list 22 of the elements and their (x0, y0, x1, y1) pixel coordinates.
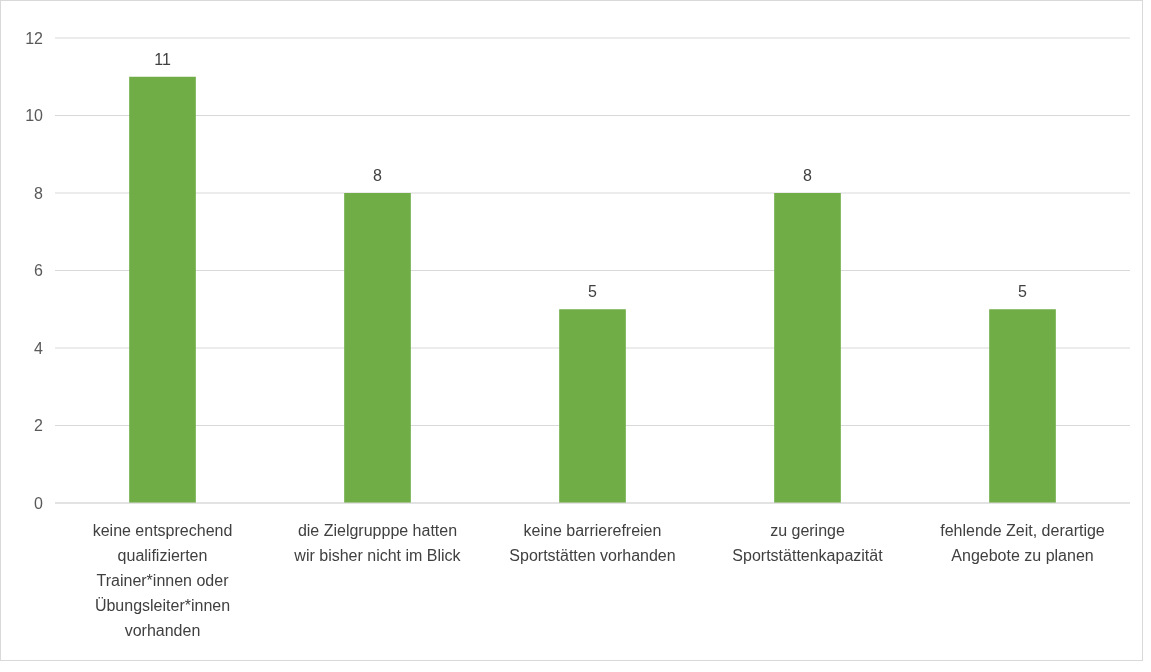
bar (559, 309, 626, 503)
y-tick-label: 2 (34, 417, 44, 435)
x-tick-label: zu geringe Sportstättenkapazität (732, 522, 884, 564)
y-tick-label: 4 (34, 339, 44, 357)
data-label: 8 (803, 167, 813, 184)
y-tick-label: 12 (25, 29, 44, 47)
y-tick-label: 10 (25, 107, 44, 125)
x-tick-label: die Zielgrupppe hatten wir bisher nicht im Blick (293, 522, 462, 564)
x-tick-label: keine barrierefreien Sportstätten vorhanden (509, 522, 676, 564)
data-label: 8 (373, 167, 383, 184)
y-tick-label: 6 (34, 262, 44, 280)
y-tick-label: 0 (34, 494, 44, 512)
bar (129, 76, 196, 503)
bar (774, 193, 841, 503)
bar (989, 309, 1056, 503)
x-tick-label: keine entsprechend qualifizierten Trainer*innen oder Übungsleiter*innen vorhanden (92, 522, 233, 639)
data-label: 11 (154, 50, 171, 68)
bar (344, 193, 411, 503)
y-tick-label: 8 (34, 184, 44, 202)
x-tick-label: fehlende Zeit, derartige Angebote zu planen (940, 522, 1105, 564)
data-label: 5 (588, 283, 598, 301)
data-label: 5 (1018, 283, 1028, 301)
